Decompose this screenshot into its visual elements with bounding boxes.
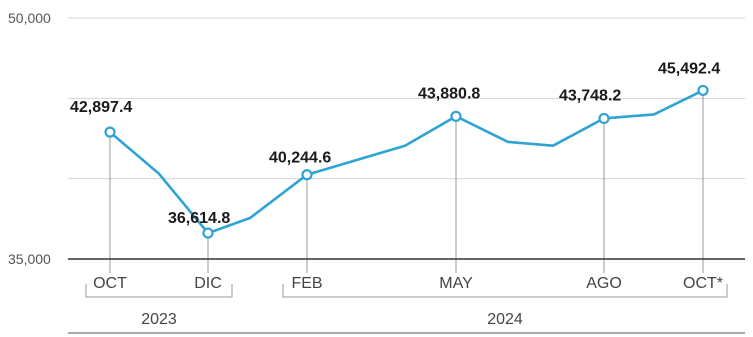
data-label-1: 42,897.4 <box>70 99 132 116</box>
x-tick-label-2: DIC <box>194 275 222 292</box>
point-marker-6 <box>697 84 709 97</box>
x-tick-label-3: FEB <box>291 275 322 292</box>
year-label-1: 2023 <box>141 311 177 328</box>
data-label-2: 36,614.8 <box>168 210 230 227</box>
year-bracket-2 <box>282 284 728 298</box>
y-tick-label-2: 35,000 <box>8 251 51 267</box>
data-label-5: 43,748.2 <box>559 87 621 104</box>
data-label-3: 40,244.6 <box>269 150 331 167</box>
x-tick-label-5: AGO <box>586 275 622 292</box>
x-tick-label-4: MAY <box>439 275 473 292</box>
series-line <box>108 89 705 235</box>
x-tick-label-6: OCT* <box>683 275 723 292</box>
point-marker-3 <box>301 169 313 181</box>
point-marker-1 <box>104 126 116 138</box>
point-marker-2 <box>202 227 214 239</box>
x-tick-label-1: OCT <box>93 275 127 292</box>
point-marker-4 <box>450 110 462 122</box>
data-label-4: 43,880.8 <box>418 85 480 102</box>
y-tick-label-1: 50,000 <box>8 10 51 26</box>
point-marker-5 <box>598 112 610 125</box>
year-bracket-1 <box>85 284 233 298</box>
year-label-2: 2024 <box>487 311 523 328</box>
data-label-6: 45,492.4 <box>658 60 720 77</box>
